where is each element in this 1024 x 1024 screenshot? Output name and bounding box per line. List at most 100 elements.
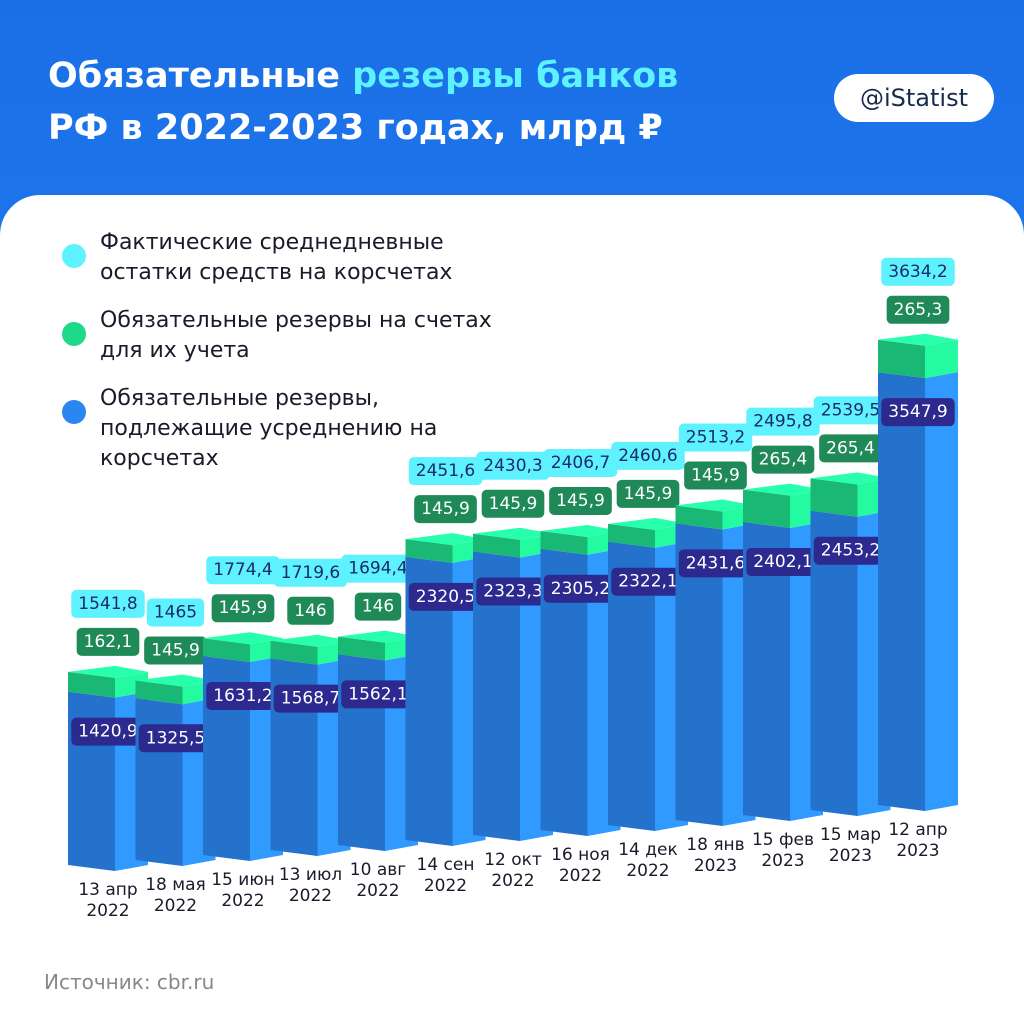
value-label-box (287, 596, 334, 625)
value-label-text: 1568,7 (281, 689, 340, 709)
value-label-box (341, 554, 415, 583)
value-label-box (476, 451, 550, 480)
value-label-box (354, 592, 402, 621)
value-label-text: 2495,8 (753, 412, 812, 432)
bar-segment (405, 556, 453, 846)
value-label: 265,4 (751, 445, 815, 474)
value-label: 145,9 (616, 479, 680, 508)
x-tick-label: 13 апр 2022 (78, 880, 137, 921)
value-label-box (481, 489, 545, 518)
value-label-box (881, 257, 955, 286)
x-tick-label: 15 мар 2023 (820, 825, 881, 866)
logo: @iStatist (833, 74, 994, 122)
value-label: 1465 (146, 598, 205, 627)
value-label-box (684, 461, 747, 490)
value-label-box (206, 556, 280, 585)
bar-top (203, 632, 283, 645)
value-label-box (746, 547, 820, 576)
value-label: 2453,2 (813, 536, 888, 565)
value-label-text: 2320,5 (416, 587, 475, 607)
value-label: 2451,6 (408, 457, 483, 486)
value-label: 2430,3 (476, 451, 550, 480)
x-tick-label: 18 янв 2023 (686, 835, 744, 876)
value-label-text: 2451,6 (416, 461, 475, 481)
value-label-text: 1541,8 (78, 594, 137, 614)
title-part: Обязательные (48, 56, 340, 96)
value-label: 1774,4 (206, 556, 280, 585)
bar-top (743, 483, 823, 496)
bar-segment (540, 530, 588, 555)
legend-label: Обязательные резервы, подлежащие усредне… (100, 386, 438, 471)
value-label: 145,9 (684, 461, 747, 490)
value-label-box (146, 598, 205, 627)
value-label-box (611, 441, 685, 470)
value-label-box (886, 295, 950, 324)
bar-segment (878, 339, 925, 379)
x-tick-label: 12 апр 2023 (888, 820, 947, 861)
value-label: 1562,1 (341, 680, 415, 709)
value-label: 265,3 (886, 295, 950, 324)
bar-segment-side (925, 339, 958, 379)
value-label-text: 145,9 (691, 466, 740, 486)
bar-top (270, 634, 351, 647)
x-tick-label: 14 сен 2022 (417, 855, 475, 896)
value-label-text: 145,9 (219, 598, 268, 618)
value-label-text: 145,9 (556, 491, 605, 511)
value-label: 146 (287, 596, 334, 625)
legend-entry: Фактические среднедневные остатки средст… (62, 228, 532, 288)
value-label: 1719,6 (273, 558, 348, 587)
value-label: 1325,5 (138, 724, 213, 753)
value-label-text: 3547,9 (888, 402, 947, 422)
bar-segment (608, 541, 655, 831)
value-label-text: 145,9 (624, 484, 673, 504)
bar-top (135, 674, 216, 687)
value-label: 2495,8 (746, 407, 820, 436)
bar-segment (405, 539, 453, 563)
value-label-text: 145,9 (421, 499, 470, 519)
legend-entry: Обязательные резервы на счетах для их уч… (62, 306, 532, 366)
bar-top (405, 533, 486, 546)
bar-top (810, 472, 891, 485)
x-tick-label: 12 окт 2022 (484, 850, 542, 891)
value-label-box (206, 681, 280, 710)
value-label-box (611, 567, 685, 596)
bar-segment (203, 638, 250, 662)
value-label: 1568,7 (273, 684, 348, 713)
value-label-text: 2460,6 (618, 446, 677, 466)
value-label: 145,9 (481, 489, 545, 518)
value-label-text: 2513,2 (686, 428, 745, 448)
bar-top (68, 665, 148, 678)
value-label-box (71, 589, 145, 618)
legend-label: Фактические среднедневные остатки средст… (100, 230, 453, 285)
bar-segment (473, 551, 520, 841)
value-label: 3634,2 (881, 257, 955, 286)
value-label: 2320,5 (408, 582, 483, 611)
value-label: 1631,2 (206, 681, 280, 710)
value-label-box (813, 536, 888, 565)
bar-segment (743, 489, 790, 528)
legend-swatch (62, 400, 86, 424)
legend-swatch (62, 244, 86, 268)
value-label-text: 1325,5 (146, 728, 205, 748)
x-tick-label: 18 мая 2022 (145, 875, 206, 916)
bar-top (878, 333, 958, 346)
value-label-text: 2539,5 (821, 400, 880, 420)
bar-top (540, 524, 621, 537)
value-label-text: 1694,4 (348, 559, 407, 579)
value-label-box (408, 582, 483, 611)
value-label-box (881, 398, 955, 427)
bar-top (675, 499, 756, 512)
value-label-text: 162,1 (84, 632, 133, 652)
value-label-box (476, 577, 550, 606)
bar-segment (810, 478, 858, 517)
value-label-text: 2322,1 (618, 572, 677, 592)
value-label-text: 2431,6 (686, 553, 745, 573)
bar-segment (135, 680, 183, 705)
source: Источник: cbr.ru (44, 970, 215, 994)
bar-segment-side (925, 372, 958, 811)
x-tick-label: 14 дек 2022 (618, 840, 678, 881)
bar-segment (135, 698, 183, 866)
value-label-text: 145,9 (489, 494, 538, 514)
